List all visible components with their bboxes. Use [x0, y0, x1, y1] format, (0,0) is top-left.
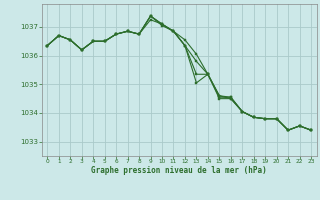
X-axis label: Graphe pression niveau de la mer (hPa): Graphe pression niveau de la mer (hPa)	[91, 166, 267, 175]
